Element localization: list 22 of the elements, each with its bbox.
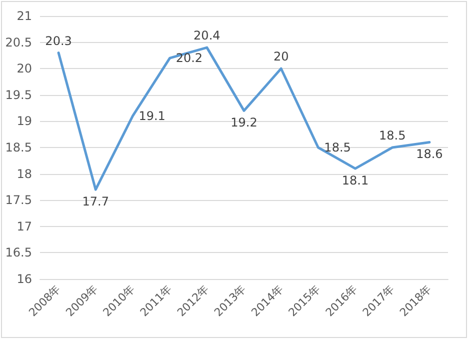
y-tick-label: 21 [16, 9, 32, 23]
y-tick-label: 16 [16, 272, 32, 286]
data-label: 18.5 [379, 128, 406, 142]
y-tick-label: 17 [16, 219, 32, 234]
y-tick-label: 16.5 [5, 246, 32, 260]
data-label: 18.1 [342, 174, 369, 188]
y-tick-label: 18.5 [5, 140, 32, 154]
data-label: 17.7 [82, 194, 109, 209]
data-label: 20.4 [194, 28, 220, 43]
y-tick-label: 17.5 [5, 193, 32, 208]
data-label: 19.1 [138, 108, 166, 123]
y-tick-label: 20.5 [5, 35, 32, 50]
data-label: 20.3 [45, 34, 72, 48]
y-tick-label: 19 [16, 114, 32, 128]
data-label: 20.2 [176, 51, 203, 66]
y-tick-label: 20 [16, 62, 32, 76]
data-label: 20 [273, 50, 289, 64]
data-label: 18.5 [324, 140, 351, 154]
data-label: 18.6 [416, 147, 443, 162]
data-label: 19.2 [230, 116, 258, 130]
y-tick-label: 18 [16, 166, 32, 181]
y-tick-label: 19.5 [5, 88, 32, 102]
